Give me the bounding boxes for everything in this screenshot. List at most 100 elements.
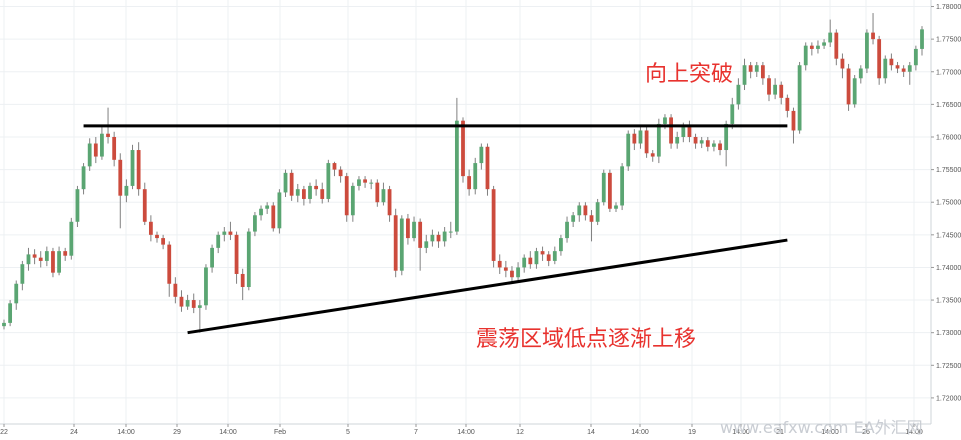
x-tick-label: 21 xyxy=(776,429,784,436)
candle-up xyxy=(369,182,374,184)
candle-up xyxy=(858,68,863,79)
candle-up xyxy=(479,146,484,164)
x-axis-panel xyxy=(0,425,961,440)
candle-up xyxy=(69,221,74,256)
candle-down xyxy=(142,189,147,222)
candle-up xyxy=(14,283,19,304)
candle-down xyxy=(112,136,117,160)
candle-down xyxy=(320,189,325,199)
y-tick-label: 1.75500 xyxy=(936,167,961,174)
candle-down xyxy=(271,205,276,229)
candle-up xyxy=(350,185,355,216)
candle-down xyxy=(497,260,502,268)
x-tick-label: 14:00 xyxy=(631,429,649,436)
y-tick-label: 1.72500 xyxy=(936,363,961,370)
candle-down xyxy=(840,58,845,69)
candle-up xyxy=(852,78,857,105)
x-tick-label: 19 xyxy=(688,429,696,436)
x-tick-label: 12 xyxy=(516,429,524,436)
candle-up xyxy=(577,205,582,216)
candle-up xyxy=(663,117,667,124)
candle-up xyxy=(448,231,453,233)
y-tick-label: 1.78000 xyxy=(936,4,961,11)
candle-up xyxy=(357,179,361,186)
candle-up xyxy=(222,231,227,235)
candle-down xyxy=(589,215,594,222)
x-tick-label: 14 xyxy=(587,429,595,436)
x-tick-label: 14:00 xyxy=(732,429,750,436)
candle-down xyxy=(387,189,392,216)
y-tick-label: 1.73000 xyxy=(936,330,961,337)
candle-down xyxy=(687,127,692,137)
candle-down xyxy=(644,130,649,154)
y-tick-label: 1.77000 xyxy=(936,69,961,76)
candle-up xyxy=(571,215,576,222)
candle-up xyxy=(130,150,135,186)
candle-up xyxy=(736,84,741,105)
x-tick-label: 5 xyxy=(346,429,350,436)
breakout-annotation: 向上突破 xyxy=(645,62,733,87)
y-tick-label: 1.73500 xyxy=(936,298,961,305)
candle-down xyxy=(809,45,814,49)
candle-down xyxy=(63,251,68,256)
candle-down xyxy=(767,78,771,95)
candle-up xyxy=(424,241,429,248)
candle-down xyxy=(179,296,184,307)
x-tick-label: 14:00 xyxy=(219,429,237,436)
y-axis-panel xyxy=(931,0,961,440)
candle-down xyxy=(791,110,796,131)
candle-up xyxy=(197,305,202,308)
candle-up xyxy=(559,238,563,252)
candle-down xyxy=(418,221,423,248)
candle-down xyxy=(51,251,55,273)
candle-up xyxy=(620,166,625,206)
candle-down xyxy=(393,215,398,271)
candle-up xyxy=(724,123,729,151)
candle-up xyxy=(57,251,61,273)
candle-down xyxy=(289,172,294,196)
candle-down xyxy=(718,143,722,151)
candle-up xyxy=(638,130,643,144)
x-tick-label: 14:00 xyxy=(117,429,135,436)
candle-up xyxy=(754,65,759,72)
candle-up xyxy=(907,65,912,72)
candle-down xyxy=(607,172,612,209)
candle-down xyxy=(877,39,882,79)
candle-up xyxy=(259,208,263,216)
candle-up xyxy=(100,133,104,157)
candle-down xyxy=(191,300,196,308)
candle-down xyxy=(136,150,141,190)
candle-down xyxy=(93,143,98,157)
candle-up xyxy=(185,300,190,307)
candle-down xyxy=(510,270,514,278)
candle-down xyxy=(344,176,349,216)
candle-down xyxy=(485,146,490,190)
rising-support-line xyxy=(187,238,788,335)
candle-up xyxy=(277,192,282,229)
candle-up xyxy=(253,215,257,232)
candle-down xyxy=(173,283,178,297)
candle-down xyxy=(467,176,472,190)
candle-down xyxy=(314,185,319,190)
candle-down xyxy=(363,179,367,183)
candle-up xyxy=(399,218,404,271)
candle-down xyxy=(889,58,894,66)
candle-down xyxy=(436,234,441,242)
candle-up xyxy=(730,104,735,124)
candle-up xyxy=(883,58,888,79)
candle-up xyxy=(913,48,918,66)
candle-down xyxy=(528,257,533,265)
candle-down xyxy=(38,257,43,261)
candle-up xyxy=(216,234,221,248)
candle-up xyxy=(614,205,618,209)
candle-down xyxy=(693,136,698,144)
candle-down xyxy=(332,163,337,170)
x-tick-label: 24 xyxy=(70,429,78,436)
candle-up xyxy=(2,322,6,327)
candle-up xyxy=(920,29,924,49)
candle-down xyxy=(895,65,900,69)
candle-up xyxy=(26,254,31,265)
trend-lines xyxy=(83,124,788,335)
candle-down xyxy=(491,189,496,261)
